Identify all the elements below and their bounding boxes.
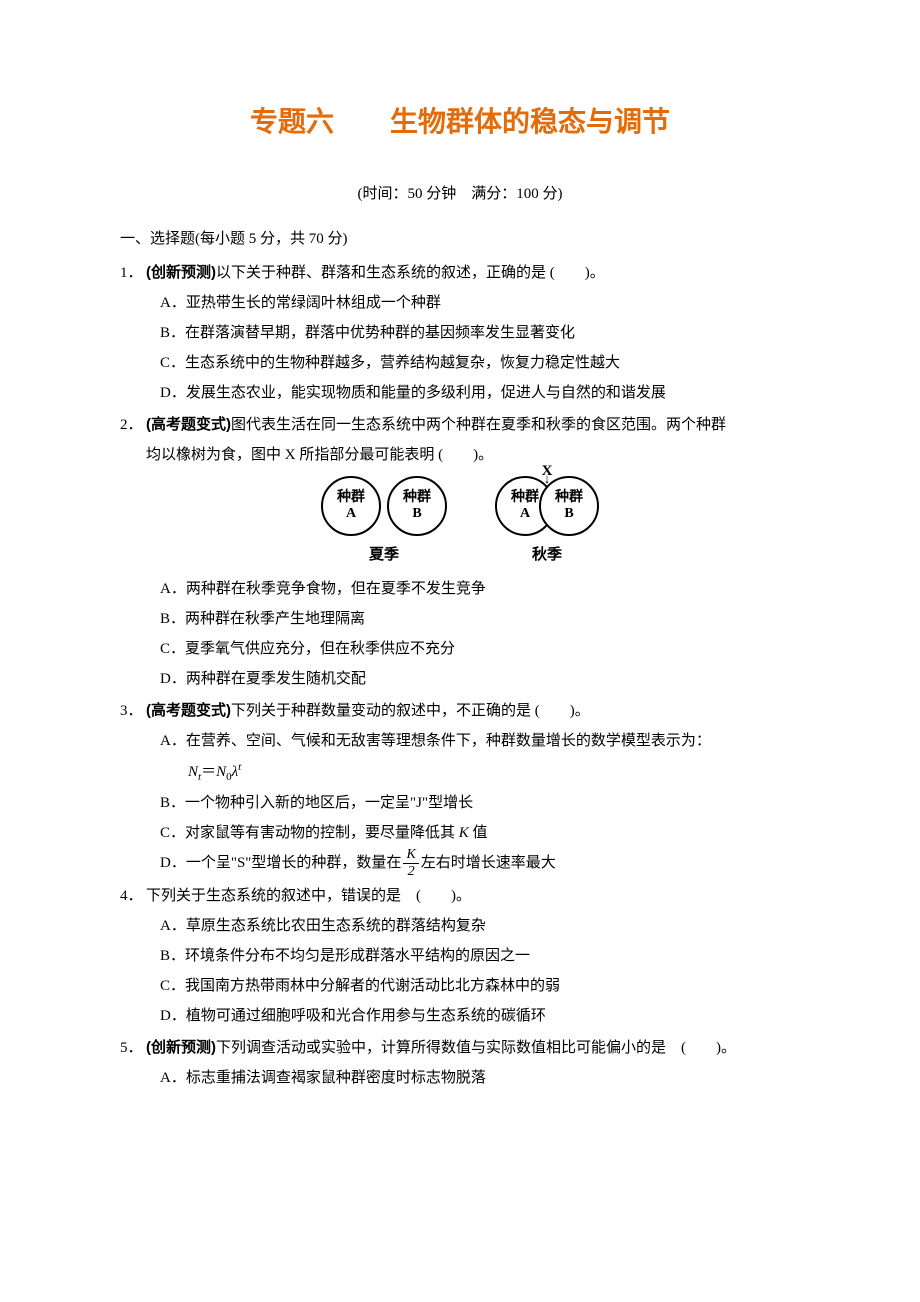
q1-option-c: C．生态系统中的生物种群越多，营养结构越复杂，恢复力稳定性越大 [160, 348, 800, 378]
q2-tag: (高考题变式) [146, 416, 231, 433]
q4-option-b: B．环境条件分布不均匀是形成群落水平结构的原因之一 [160, 941, 800, 971]
page-title: 专题六 生物群体的稳态与调节 [120, 100, 800, 140]
q3-option-a-formula: Nt＝N0λt [160, 756, 800, 788]
q2-option-c: C．夏季氧气供应充分，但在秋季供应不充分 [160, 634, 800, 664]
q3-tag: (高考题变式) [146, 702, 231, 719]
q4-option-c: C．我国南方热带雨林中分解者的代谢活动比北方森林中的弱 [160, 971, 800, 1001]
q5-stem: (创新预测)下列调查活动或实验中，计算所得数值与实际数值相比可能偏小的是 ( )… [146, 1033, 800, 1063]
q2-option-a: A．两种群在秋季竞争食物，但在夏季不发生竞争 [160, 574, 800, 604]
venn-summer: 种群 A 种群 B 夏季 [321, 476, 447, 570]
summer-circle-a: 种群 A [321, 476, 381, 536]
section-1-heading: 一、选择题(每小题 5 分，共 70 分) [120, 227, 800, 248]
question-1: 1． (创新预测)以下关于种群、群落和生态系统的叙述，正确的是 ( )。 A．亚… [120, 258, 800, 408]
q5-number: 5． [120, 1033, 146, 1063]
q3-stem-text: 下列关于种群数量变动的叙述中，不正确的是 ( )。 [231, 703, 590, 719]
q4-stem: 下列关于生态系统的叙述中，错误的是 ( )。 [146, 881, 800, 911]
arrow-down-icon: ↓ [544, 472, 551, 485]
q5-stem-text: 下列调查活动或实验中，计算所得数值与实际数值相比可能偏小的是 ( )。 [216, 1040, 736, 1056]
q3-option-a: A．在营养、空间、气候和无敌害等理想条件下，种群数量增长的数学模型表示为： [160, 726, 800, 756]
label-autumn: 秋季 [532, 540, 562, 570]
q2-stem: (高考题变式)图代表生活在同一生态系统中两个种群在夏季和秋季的食区范围。两个种群 [146, 410, 800, 440]
q1-tag: (创新预测) [146, 264, 216, 281]
q1-option-d: D．发展生态农业，能实现物质和能量的多级利用，促进人与自然的和谐发展 [160, 378, 800, 408]
time-score: (时间：50 分钟 满分：100 分) [120, 182, 800, 203]
q2-stem-b: 均以橡树为食，图中 X 所指部分最可能表明 ( )。 [146, 440, 800, 470]
q3-stem: (高考题变式)下列关于种群数量变动的叙述中，不正确的是 ( )。 [146, 696, 800, 726]
fraction-k-2: K2 [403, 848, 418, 879]
q3-option-b: B．一个物种引入新的地区后，一定呈"J"型增长 [160, 788, 800, 818]
q5-tag: (创新预测) [146, 1039, 216, 1056]
label-summer: 夏季 [369, 540, 399, 570]
q4-number: 4． [120, 881, 146, 911]
q1-option-a: A．亚热带生长的常绿阔叶林组成一个种群 [160, 288, 800, 318]
q1-number: 1． [120, 258, 146, 288]
q1-stem: (创新预测)以下关于种群、群落和生态系统的叙述，正确的是 ( )。 [146, 258, 800, 288]
venn-autumn: X ↓ 种群 A 种群 B 秋季 [495, 476, 599, 570]
summer-circle-b: 种群 B [387, 476, 447, 536]
q2-option-d: D．两种群在夏季发生随机交配 [160, 664, 800, 694]
question-2: 2． (高考题变式)图代表生活在同一生态系统中两个种群在夏季和秋季的食区范围。两… [120, 410, 800, 694]
q3-option-c: C．对家鼠等有害动物的控制，要尽量降低其 K 值 [160, 818, 800, 848]
q2-figure: 种群 A 种群 B 夏季 X ↓ 种群 A 种群 B 秋季 [120, 476, 800, 570]
q3-option-d: D．一个呈"S"型增长的种群，数量在K2左右时增长速率最大 [160, 848, 800, 879]
q4-option-a: A．草原生态系统比农田生态系统的群落结构复杂 [160, 911, 800, 941]
q2-option-b: B．两种群在秋季产生地理隔离 [160, 604, 800, 634]
question-4: 4． 下列关于生态系统的叙述中，错误的是 ( )。 A．草原生态系统比农田生态系… [120, 881, 800, 1031]
question-3: 3． (高考题变式)下列关于种群数量变动的叙述中，不正确的是 ( )。 A．在营… [120, 696, 800, 879]
q1-stem-text: 以下关于种群、群落和生态系统的叙述，正确的是 ( )。 [216, 265, 605, 281]
question-5: 5． (创新预测)下列调查活动或实验中，计算所得数值与实际数值相比可能偏小的是 … [120, 1033, 800, 1093]
q4-option-d: D．植物可通过细胞呼吸和光合作用参与生态系统的碳循环 [160, 1001, 800, 1031]
q2-stem-a: 图代表生活在同一生态系统中两个种群在夏季和秋季的食区范围。两个种群 [231, 417, 726, 433]
q2-number: 2． [120, 410, 146, 440]
q3-number: 3． [120, 696, 146, 726]
q5-option-a: A．标志重捕法调查褐家鼠种群密度时标志物脱落 [160, 1063, 800, 1093]
q1-option-b: B．在群落演替早期，群落中优势种群的基因频率发生显著变化 [160, 318, 800, 348]
